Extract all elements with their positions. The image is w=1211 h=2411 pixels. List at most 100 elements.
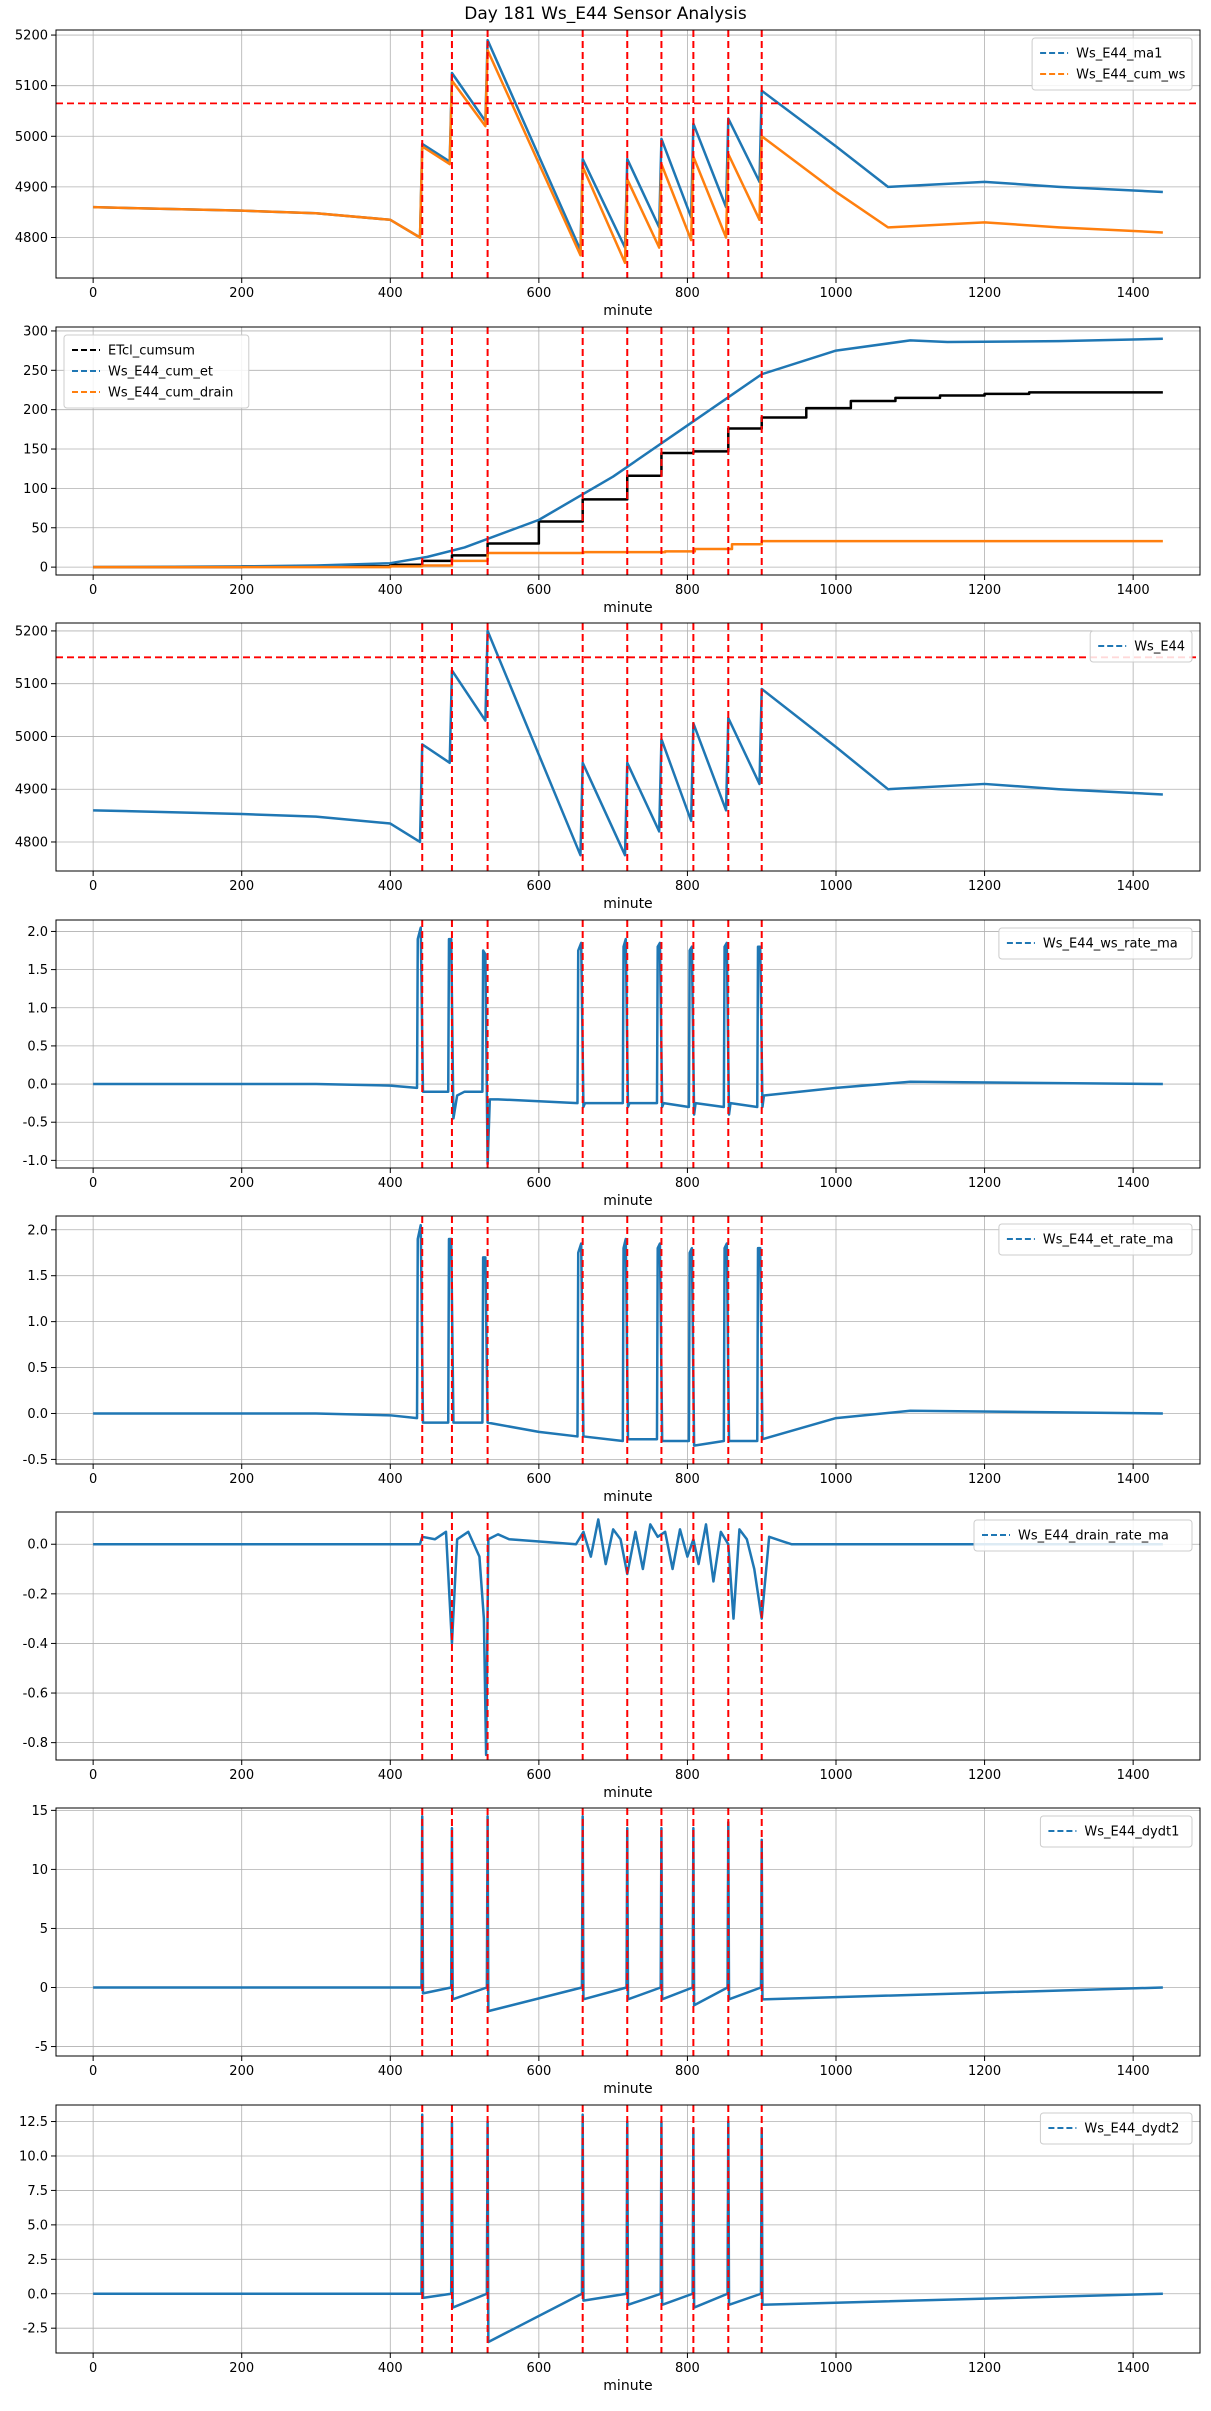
y-tick-label: 0.0 [27, 1078, 48, 1093]
y-tick-label: -1.0 [23, 1154, 48, 1169]
x-tick-label: 1400 [1117, 879, 1150, 894]
legend-label: Ws_E44_ws_rate_ma [1043, 937, 1178, 952]
x-tick-label: 200 [229, 2361, 254, 2376]
x-tick-label: 600 [526, 1472, 551, 1487]
x-tick-label: 800 [675, 1472, 700, 1487]
x-tick-label: 1400 [1117, 286, 1150, 301]
series-line-Ws_E44_dydt1 [93, 1815, 1163, 2013]
y-tick-label: 0.5 [27, 1361, 48, 1376]
axes-frame [55, 622, 1201, 872]
x-tick-label: 0 [89, 2361, 97, 2376]
y-tick-label: 5100 [15, 79, 48, 94]
x-tick-label: 600 [526, 2361, 551, 2376]
figure-title: Day 181 Ws_E44 Sensor Analysis [464, 4, 747, 24]
y-tick-label: -0.5 [23, 1116, 48, 1131]
x-tick-label: 1000 [819, 879, 852, 894]
y-tick-label: 4800 [15, 835, 48, 850]
y-tick-label: 0.0 [27, 1407, 48, 1422]
x-tick-label: 1400 [1117, 1768, 1150, 1783]
x-axis-label: minute [603, 1193, 652, 1209]
legend-label: Ws_E44_ma1 [1076, 47, 1162, 62]
y-tick-label: 300 [23, 324, 48, 339]
y-tick-label: 50 [31, 521, 48, 536]
y-tick-label: 7.5 [27, 2184, 48, 2199]
x-tick-label: 400 [378, 879, 403, 894]
x-tick-label: 0 [89, 583, 97, 598]
x-tick-label: 1200 [968, 2361, 1001, 2376]
legend-box [998, 927, 1193, 960]
chart-panel-4: 0 200 400 600 800 1000 1200 1400 -1.0 -0.5 0.0 0.5 1… [23, 919, 1201, 1209]
x-tick-label: 200 [229, 1768, 254, 1783]
y-tick-label: 15 [31, 1804, 48, 1819]
y-tick-label: 5100 [15, 677, 48, 692]
legend: Ws_E44 [1089, 630, 1193, 663]
x-tick-label: 200 [229, 1472, 254, 1487]
series-line-Ws_E44_cum_et [93, 337, 1163, 569]
y-tick-label: 2.5 [27, 2253, 48, 2268]
legend: Ws_E44_ma1 Ws_E44_cum_ws [1031, 37, 1193, 91]
x-tick-label: 200 [229, 2064, 254, 2079]
legend-box [1031, 37, 1193, 91]
y-tick-label: 12.5 [19, 2115, 48, 2130]
legend: Ws_E44_dydt2 [1039, 2112, 1193, 2145]
legend-box [63, 334, 250, 409]
y-tick-label: 1.5 [27, 1269, 48, 1284]
axes-frame [55, 919, 1201, 1169]
legend-label: Ws_E44_drain_rate_ma [1018, 1529, 1169, 1544]
x-tick-label: 800 [675, 583, 700, 598]
y-tick-label: 5200 [15, 624, 48, 639]
legend-box [973, 1519, 1193, 1552]
x-tick-label: 1000 [819, 2361, 852, 2376]
x-tick-label: 1200 [968, 286, 1001, 301]
y-tick-label: 0.0 [27, 1538, 48, 1553]
x-tick-label: 800 [675, 1176, 700, 1191]
chart-panel-1: 0 200 400 600 800 1000 1200 1400 4800 4900 5000 510… [15, 29, 1201, 319]
x-axis-label: minute [603, 896, 652, 912]
legend-label: Ws_E44_cum_drain [108, 386, 233, 401]
y-tick-label: 4900 [15, 783, 48, 798]
x-tick-label: 1400 [1117, 2361, 1150, 2376]
x-tick-label: 800 [675, 286, 700, 301]
x-tick-label: 0 [89, 1176, 97, 1191]
x-tick-label: 400 [378, 1472, 403, 1487]
x-tick-label: 1200 [968, 583, 1001, 598]
legend-box [1039, 1815, 1193, 1848]
y-tick-label: 10.0 [19, 2149, 48, 2164]
y-tick-label: -0.2 [23, 1587, 48, 1602]
series-line-Ws_E44_ws_rate_ma [93, 926, 1163, 1166]
y-tick-label: 250 [23, 364, 48, 379]
axes-frame [55, 1807, 1201, 2057]
chart-panel-6: 0 200 400 600 800 1000 1200 1400 -0.8 -0.6 -0.4 -0.… [23, 1511, 1201, 1801]
y-tick-label: 5200 [15, 29, 48, 44]
y-tick-label: -0.6 [23, 1687, 48, 1702]
y-tick-label: 1.0 [27, 1001, 48, 1016]
x-tick-label: 800 [675, 1768, 700, 1783]
x-tick-label: 1200 [968, 1472, 1001, 1487]
x-tick-label: 600 [526, 1176, 551, 1191]
x-tick-label: 400 [378, 1176, 403, 1191]
legend-label: Ws_E44_dydt2 [1084, 2122, 1179, 2137]
x-axis-label: minute [603, 2378, 652, 2394]
x-tick-label: 1000 [819, 583, 852, 598]
x-axis-label: minute [603, 600, 652, 616]
x-tick-label: 400 [378, 583, 403, 598]
x-tick-label: 400 [378, 286, 403, 301]
x-axis-label: minute [603, 1489, 652, 1505]
x-tick-label: 200 [229, 1176, 254, 1191]
x-tick-label: 600 [526, 2064, 551, 2079]
x-tick-label: 600 [526, 879, 551, 894]
y-tick-label: 150 [23, 443, 48, 458]
x-tick-label: 1400 [1117, 2064, 1150, 2079]
y-tick-label: 2.0 [27, 1223, 48, 1238]
x-tick-label: 0 [89, 1768, 97, 1783]
x-axis-label: minute [603, 2081, 652, 2097]
legend: Ws_E44_ws_rate_ma [998, 927, 1193, 960]
legend-box [1089, 630, 1193, 663]
x-tick-label: 200 [229, 879, 254, 894]
x-tick-label: 1000 [819, 1176, 852, 1191]
y-tick-label: 10 [31, 1863, 48, 1878]
x-tick-label: 200 [229, 286, 254, 301]
legend: Ws_E44_et_rate_ma [998, 1223, 1193, 1256]
y-tick-label: -5 [35, 2040, 48, 2055]
